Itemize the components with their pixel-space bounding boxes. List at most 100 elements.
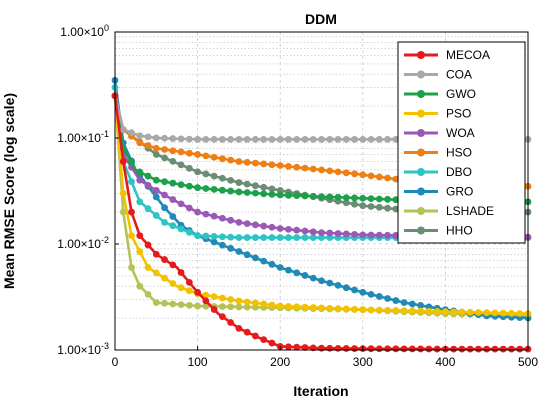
data-point-coa bbox=[384, 136, 391, 143]
data-point-gro bbox=[218, 241, 226, 249]
data-point-hso bbox=[318, 166, 325, 174]
data-point-woa bbox=[367, 231, 375, 239]
data-point-gro bbox=[161, 204, 168, 212]
data-point-mecoa bbox=[516, 345, 524, 353]
legend-marker-mecoa bbox=[417, 51, 425, 59]
data-point-hso bbox=[326, 167, 334, 175]
plot-frame bbox=[114, 31, 529, 351]
data-point-woa bbox=[375, 231, 383, 239]
data-point-woa bbox=[309, 228, 317, 236]
data-point-gwo bbox=[318, 193, 325, 201]
data-point-coa bbox=[243, 136, 251, 143]
data-point-pso bbox=[235, 297, 243, 305]
data-point-pso bbox=[161, 274, 168, 282]
data-point-woa bbox=[334, 230, 342, 237]
legend-marker-pso bbox=[417, 109, 425, 118]
data-point-gro bbox=[301, 272, 309, 279]
data-point-pso bbox=[285, 302, 292, 310]
data-point-gwo bbox=[185, 182, 193, 190]
data-point-pso bbox=[252, 299, 259, 307]
data-point-pso bbox=[458, 308, 466, 316]
data-point-woa bbox=[161, 191, 168, 199]
data-point-pso bbox=[516, 310, 524, 317]
data-point-coa bbox=[210, 136, 218, 143]
legend-marker-hso bbox=[417, 148, 425, 157]
data-point-coa bbox=[144, 133, 152, 141]
data-point-hso bbox=[309, 165, 317, 173]
data-point-dbo bbox=[210, 232, 218, 240]
data-point-gro bbox=[408, 300, 416, 308]
data-point-lshade bbox=[144, 290, 152, 298]
data-point-mecoa bbox=[202, 297, 210, 305]
data-point-pso bbox=[433, 308, 441, 315]
data-point-pso bbox=[276, 302, 284, 310]
x-tick-label: 400 bbox=[435, 355, 455, 369]
data-point-gro bbox=[351, 286, 358, 294]
data-point-hho bbox=[384, 204, 391, 212]
data-point-hso bbox=[375, 173, 383, 181]
data-point-mecoa bbox=[194, 288, 202, 296]
data-point-woa bbox=[342, 230, 350, 238]
data-point-coa bbox=[276, 136, 284, 143]
data-point-dbo bbox=[227, 233, 235, 241]
data-point-hso bbox=[227, 156, 235, 164]
data-point-lshade bbox=[227, 303, 235, 311]
data-point-hso bbox=[285, 163, 292, 170]
data-point-hho bbox=[252, 182, 259, 190]
data-point-dbo bbox=[252, 234, 259, 241]
legend-label-hho: HHO bbox=[446, 224, 473, 238]
data-point-dbo bbox=[128, 178, 135, 186]
data-point-pso bbox=[119, 190, 127, 197]
data-point-gwo bbox=[136, 168, 144, 176]
y-tick-label: 1.00×100 bbox=[60, 23, 109, 39]
data-point-pso bbox=[475, 309, 482, 316]
data-point-hso bbox=[334, 168, 342, 176]
data-point-gro bbox=[384, 295, 391, 302]
data-point-dbo bbox=[194, 232, 202, 240]
data-point-mecoa bbox=[235, 324, 243, 332]
data-point-woa bbox=[301, 227, 309, 235]
chart-title: DDM bbox=[305, 11, 337, 27]
data-point-gwo bbox=[351, 194, 358, 202]
data-point-pso bbox=[128, 232, 135, 240]
data-point-pso bbox=[202, 291, 210, 299]
data-point-mecoa bbox=[144, 241, 152, 249]
series-pso bbox=[111, 92, 532, 318]
data-point-hho bbox=[177, 161, 185, 169]
data-point-pso bbox=[136, 248, 144, 255]
data-point-woa bbox=[218, 214, 226, 222]
data-point-coa bbox=[334, 136, 342, 143]
data-point-hho bbox=[359, 202, 367, 210]
data-point-coa bbox=[252, 136, 259, 143]
x-tick-label: 300 bbox=[353, 355, 373, 369]
data-point-gro bbox=[235, 248, 243, 255]
data-point-gro bbox=[293, 269, 301, 277]
data-point-hso bbox=[210, 153, 218, 161]
data-point-gwo bbox=[334, 193, 342, 201]
data-point-dbo bbox=[169, 222, 177, 230]
data-point-woa bbox=[235, 218, 243, 226]
data-point-dbo bbox=[243, 234, 251, 241]
data-point-hho bbox=[375, 203, 383, 211]
data-point-pso bbox=[334, 305, 342, 312]
data-point-coa bbox=[194, 136, 202, 143]
data-point-gwo bbox=[252, 189, 259, 197]
x-tick-label: 0 bbox=[112, 355, 119, 369]
data-point-hso bbox=[293, 163, 301, 171]
data-point-pso bbox=[499, 309, 507, 317]
data-point-dbo bbox=[260, 234, 268, 241]
data-point-woa bbox=[359, 231, 367, 239]
data-point-gwo bbox=[367, 195, 375, 203]
x-tick-label: 500 bbox=[518, 355, 538, 369]
data-point-gwo bbox=[301, 192, 309, 200]
data-point-hho bbox=[218, 174, 226, 182]
data-point-hso bbox=[260, 160, 268, 168]
x-tick-label: 200 bbox=[270, 355, 290, 369]
data-point-mecoa bbox=[425, 345, 433, 353]
data-point-gwo bbox=[210, 185, 218, 193]
data-point-woa bbox=[285, 225, 292, 233]
data-point-coa bbox=[119, 126, 127, 134]
data-point-coa bbox=[235, 136, 243, 143]
data-point-mecoa bbox=[227, 319, 235, 326]
data-point-gro bbox=[252, 254, 259, 262]
